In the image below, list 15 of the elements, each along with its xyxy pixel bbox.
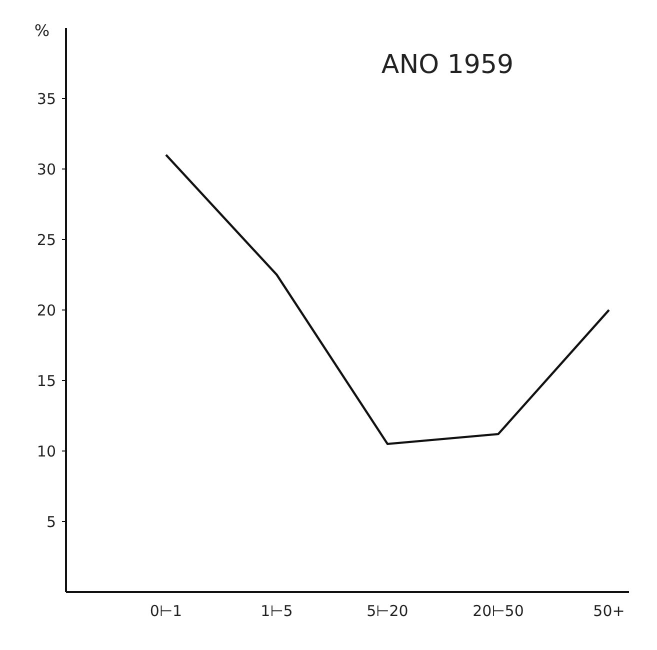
y-tick-label: 30 xyxy=(36,160,56,178)
x-tick-label: 20⊢50 xyxy=(472,602,524,620)
line-series xyxy=(164,154,610,446)
y-tick-label: 5 xyxy=(46,512,56,531)
y-tick-label: 10 xyxy=(36,442,56,460)
y-axis-title: % xyxy=(34,21,50,40)
x-tick-label: 1⊢5 xyxy=(260,602,293,620)
y-tick-label: 20 xyxy=(36,301,56,320)
x-tick-label: 50+ xyxy=(593,602,625,620)
y-tick-label: 35 xyxy=(36,90,56,108)
y-tick-label: 25 xyxy=(36,230,56,249)
y-tick-label: 15 xyxy=(36,372,56,390)
x-tick-label: 5⊢20 xyxy=(366,602,408,620)
x-tick-label: 0⊢1 xyxy=(150,602,182,620)
text: ANO 1959 xyxy=(381,50,514,80)
